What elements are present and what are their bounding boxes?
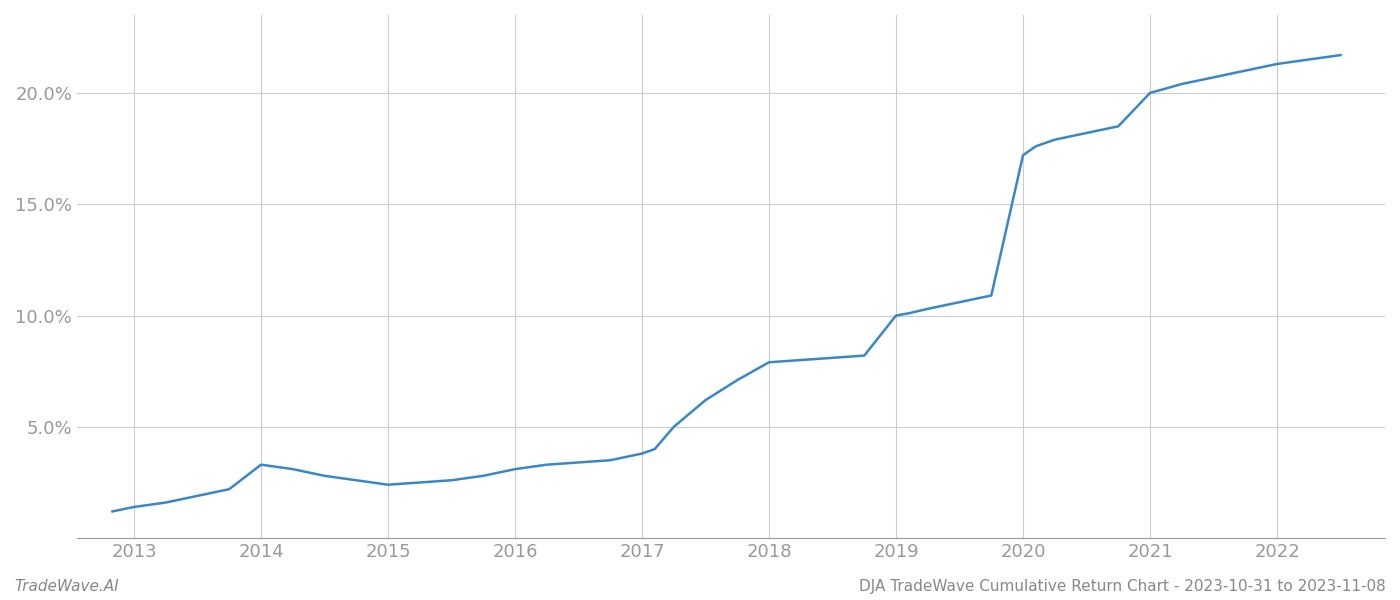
Text: TradeWave.AI: TradeWave.AI	[14, 579, 119, 594]
Text: DJA TradeWave Cumulative Return Chart - 2023-10-31 to 2023-11-08: DJA TradeWave Cumulative Return Chart - …	[860, 579, 1386, 594]
